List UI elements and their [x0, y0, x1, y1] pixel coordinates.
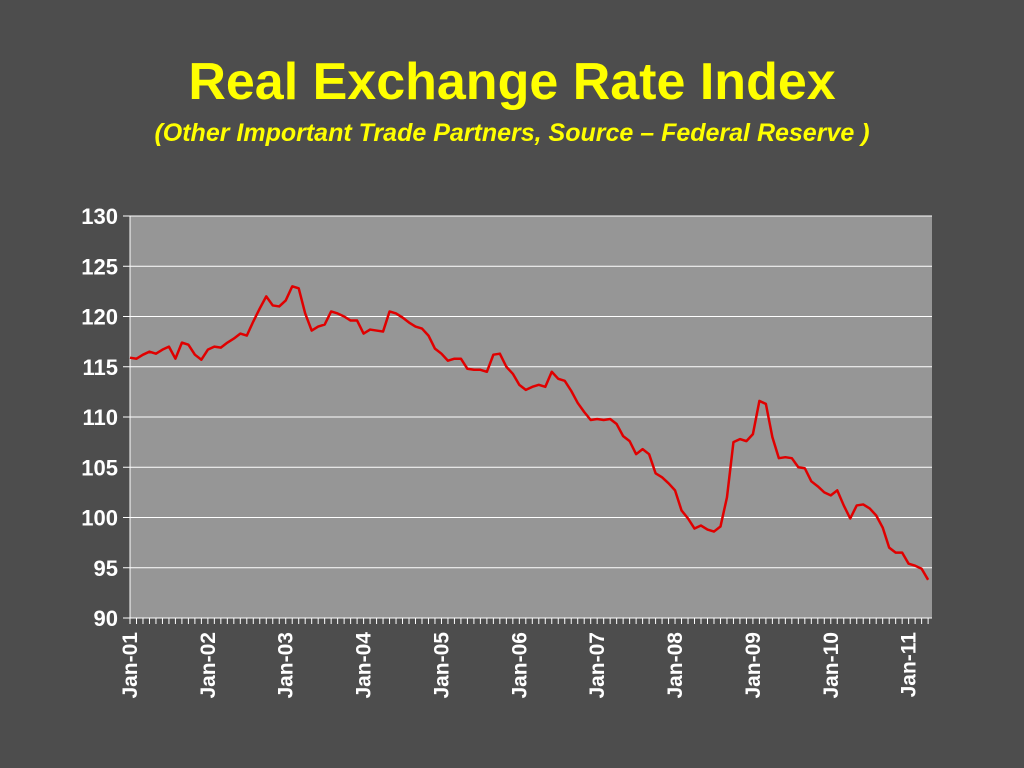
x-tick-label: Jan-03 — [275, 632, 298, 699]
y-tick-label: 95 — [94, 556, 118, 581]
x-tick-label: Jan-02 — [197, 632, 220, 699]
y-axis-tick-labels: 130 125 120 115 110 105 100 95 90 — [81, 204, 118, 631]
y-tick-label: 105 — [81, 455, 118, 480]
x-axis-tick-labels: Jan-01 Jan-02 Jan-03 Jan-04 Jan-05 Jan-06 Jan-… — [119, 632, 921, 699]
y-tick-label: 110 — [83, 405, 119, 430]
y-tick-label: 90 — [94, 606, 118, 631]
x-tick-label: Jan-08 — [664, 632, 687, 699]
x-tick-label: Jan-07 — [586, 632, 609, 699]
y-tick-label: 120 — [81, 305, 118, 330]
x-tick-label: Jan-06 — [508, 632, 531, 699]
x-tick-label: Jan-04 — [353, 632, 376, 699]
x-tick-label: Jan-11 — [898, 632, 921, 698]
y-tick-label: 100 — [81, 506, 118, 531]
chart-title: Real Exchange Rate Index — [188, 53, 836, 111]
y-tick-label: 125 — [81, 254, 118, 279]
y-tick-label: 115 — [83, 355, 119, 380]
x-tick-label: Jan-05 — [430, 632, 453, 699]
series-group — [129, 285, 930, 581]
x-tick-label: Jan-10 — [820, 632, 843, 699]
y-tick-label: 130 — [81, 204, 118, 229]
x-tick-label: Jan-01 — [119, 632, 142, 699]
chart-subtitle: (Other Important Trade Partners, Source … — [154, 119, 870, 147]
gridlines — [130, 215, 932, 569]
axes — [123, 215, 932, 624]
series-line — [129, 285, 930, 581]
x-tick-label: Jan-09 — [742, 632, 765, 699]
